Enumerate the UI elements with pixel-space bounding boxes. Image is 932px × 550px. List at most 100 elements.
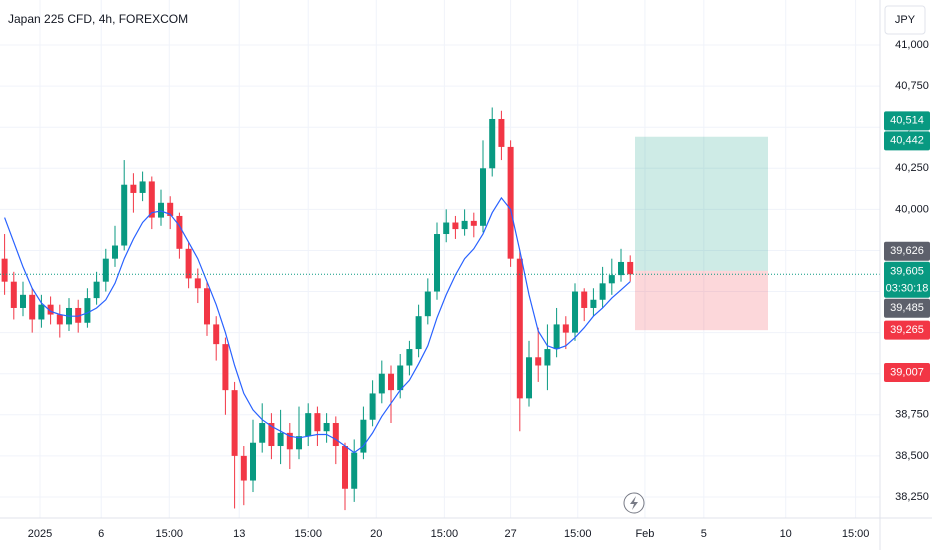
- price-label: 39,626: [890, 245, 924, 257]
- candle-body: [121, 184, 128, 246]
- candle-body: [498, 118, 505, 147]
- candle-body: [599, 283, 606, 300]
- currency-box[interactable]: [884, 5, 926, 35]
- price-label-box: [884, 111, 930, 131]
- candle-body: [332, 423, 339, 447]
- candle-body: [507, 146, 514, 259]
- candle-body: [627, 261, 634, 275]
- candle-body: [535, 357, 542, 366]
- price-label-box: [884, 241, 930, 261]
- price-label-box: [884, 298, 930, 318]
- candle-body: [20, 294, 27, 308]
- y-tick-label: 38,500: [895, 450, 929, 462]
- price-label-box: [884, 363, 930, 383]
- candle-body: [480, 168, 487, 226]
- event-icon[interactable]: [623, 492, 645, 514]
- price-label: 40,442: [890, 135, 924, 147]
- candle-body: [231, 390, 238, 456]
- candle-body: [526, 357, 533, 399]
- candle-body: [360, 419, 367, 453]
- candle-body: [268, 423, 275, 447]
- price-label-box: [884, 131, 930, 151]
- candle-body: [342, 446, 349, 489]
- candle-body: [93, 281, 100, 299]
- candle-body: [443, 222, 450, 235]
- price-label-box: [884, 320, 930, 340]
- loss-zone: [635, 270, 768, 331]
- candle-body: [1, 258, 8, 282]
- x-tick-label: 15:00: [564, 528, 592, 540]
- candle-body: [250, 442, 257, 481]
- candle-body: [102, 258, 109, 282]
- x-tick-label: Feb: [635, 528, 654, 540]
- candle-body: [406, 349, 413, 366]
- candle-body: [204, 288, 211, 325]
- x-tick-label: 13: [233, 528, 245, 540]
- candle-body: [296, 436, 303, 450]
- candle-body: [286, 432, 293, 450]
- candle-body: [397, 365, 404, 391]
- candle-body: [572, 291, 579, 333]
- candle-body: [415, 316, 422, 350]
- candle-body: [388, 373, 395, 391]
- y-tick-label: 38,750: [895, 409, 929, 421]
- candle-body: [148, 181, 155, 218]
- countdown: 03:30:18: [886, 283, 929, 295]
- candle-body: [56, 314, 63, 325]
- x-tick-label: 15:00: [156, 528, 184, 540]
- candle-body: [84, 298, 91, 323]
- candle-body: [10, 281, 17, 308]
- profit-zone: [635, 136, 768, 271]
- candle-body: [452, 222, 459, 230]
- candle-body: [194, 278, 201, 289]
- candle-body: [351, 452, 358, 489]
- price-label: 40,514: [890, 115, 924, 127]
- candle-body: [259, 423, 266, 443]
- y-tick-label: 40,000: [895, 203, 929, 215]
- candle-body: [618, 261, 625, 276]
- x-tick-label: 15:00: [431, 528, 459, 540]
- candle-body: [158, 202, 165, 218]
- candle-body: [369, 393, 376, 420]
- candle-body: [516, 258, 523, 399]
- candle-body: [424, 291, 431, 317]
- x-tick-label: 15:00: [842, 528, 870, 540]
- x-tick-label: 6: [98, 528, 104, 540]
- chart-title: Japan 225 CFD, 4h, FOREXCOM: [8, 12, 188, 26]
- candle-body: [213, 324, 220, 345]
- candle-body: [29, 294, 36, 320]
- price-label: 39,605: [890, 266, 924, 278]
- price-label: 39,265: [890, 324, 924, 336]
- candle-body: [277, 432, 284, 447]
- candle-body: [167, 202, 174, 216]
- candle-body: [305, 413, 312, 437]
- x-tick-label: 10: [780, 528, 792, 540]
- moving-average: [4, 196, 631, 454]
- candle-body: [608, 275, 615, 284]
- candle-body: [378, 373, 385, 394]
- event-bolt: [630, 496, 638, 510]
- candle-body: [489, 118, 496, 169]
- price-label: 39,007: [890, 366, 924, 378]
- y-tick-label: 40,250: [895, 162, 929, 174]
- x-tick-label: 20: [370, 528, 382, 540]
- candle-body: [323, 423, 330, 432]
- x-tick-label: 15:00: [294, 528, 322, 540]
- candle-body: [176, 215, 183, 249]
- y-tick-label: 40,750: [895, 80, 929, 92]
- y-tick-label: 38,250: [895, 491, 929, 503]
- candle-body: [75, 307, 82, 323]
- candle-body: [553, 324, 560, 350]
- candle-body: [562, 324, 569, 333]
- candle-body: [139, 181, 146, 193]
- x-tick-label: 27: [504, 528, 516, 540]
- candle-body: [581, 291, 588, 308]
- candle-body: [130, 184, 137, 193]
- x-tick-label: 2025: [28, 528, 52, 540]
- candle-body: [461, 220, 468, 230]
- price-label-box: [884, 261, 930, 298]
- candle-body: [470, 220, 477, 226]
- price-label: 39,485: [890, 302, 924, 314]
- x-tick-label: 5: [701, 528, 707, 540]
- candle-body: [222, 344, 229, 391]
